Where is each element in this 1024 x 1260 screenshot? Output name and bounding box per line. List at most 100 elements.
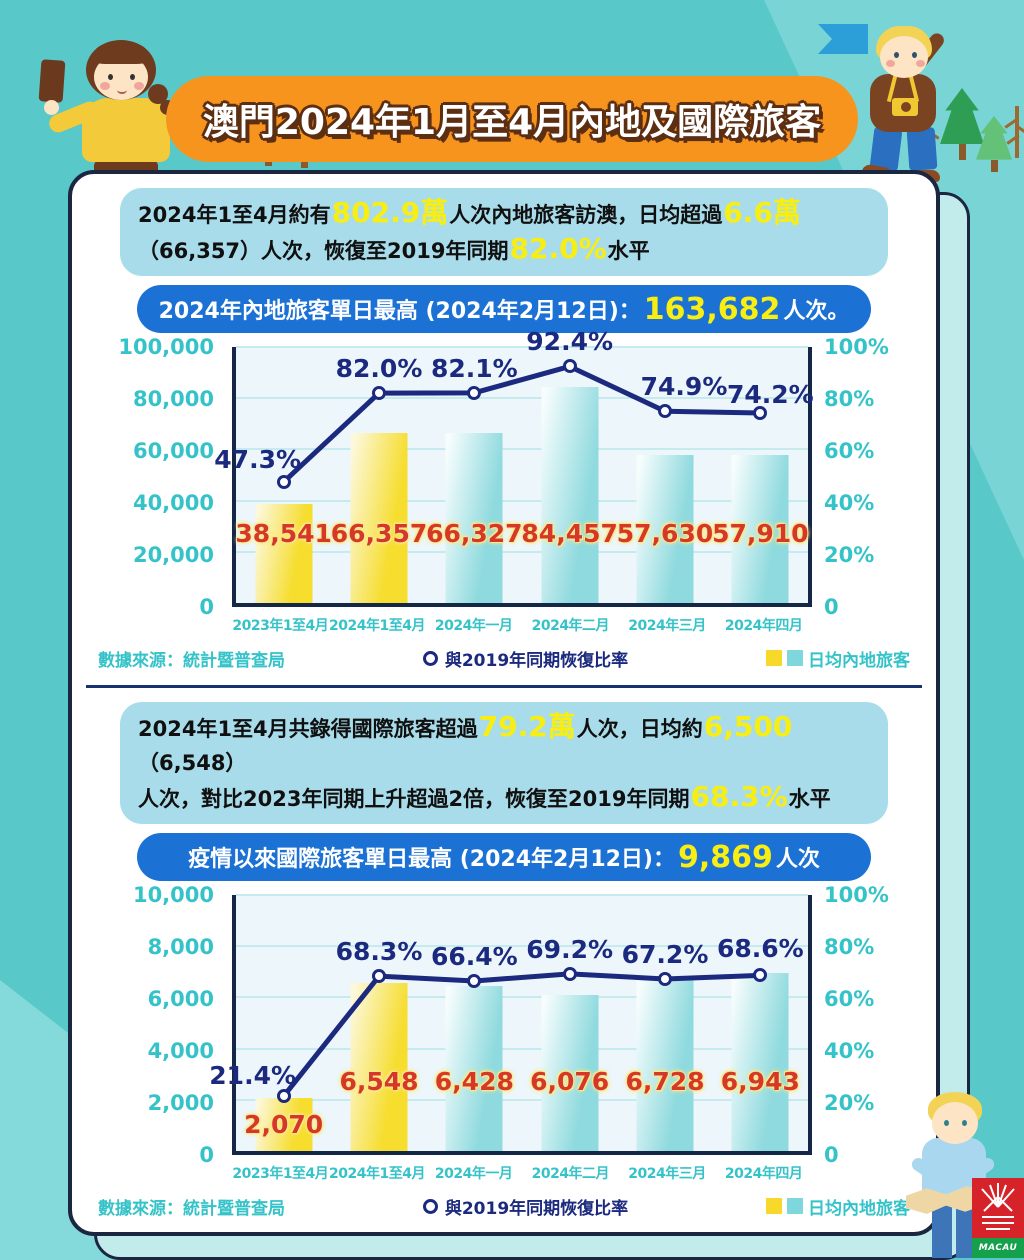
highlighted-value: 163,682 — [643, 291, 781, 327]
reader-eye — [944, 1120, 949, 1126]
grid-line — [236, 550, 808, 553]
recovery-rate-line — [236, 347, 808, 603]
girl-sweater — [82, 98, 170, 162]
highlighted-value: 79.2萬 — [478, 710, 576, 743]
page-title: 澳門2024年1月至4月內地及國際旅客 — [202, 102, 822, 143]
grid-line — [236, 996, 808, 999]
x-axis: 2023年1至4月 2024年1至4月 2024年一月 2024年二月 2024年三月 2… — [232, 615, 812, 637]
bar-value-label: 2,070 — [244, 1110, 324, 1139]
highlighted-value: 802.9萬 — [331, 196, 449, 229]
bar-value-label: 6,428 — [434, 1067, 514, 1096]
boy-face — [880, 36, 928, 78]
yellow-swatch-icon — [765, 650, 782, 666]
y2-tick-label: 40% — [824, 1039, 875, 1063]
line-point-label: 67.2% — [621, 939, 709, 969]
grid-line — [236, 448, 808, 451]
y-tick-label: 100,000 — [118, 335, 214, 359]
macau-tourism-logo: MACAU — [972, 1178, 1024, 1258]
highlighted-value: 68.3% — [690, 780, 788, 813]
grid-line — [236, 945, 808, 948]
y-tick-label: 60,000 — [132, 439, 214, 463]
grid-line — [236, 499, 808, 502]
y2-tick-label: 80% — [824, 935, 875, 959]
phone-icon — [38, 59, 66, 103]
y-tick-label: 2,000 — [147, 1091, 214, 1115]
line-point-marker — [658, 971, 672, 986]
bar — [731, 454, 789, 603]
line-marker-icon — [422, 650, 438, 666]
text-segment: （66,357）人次，恢復至2019年同期 — [138, 239, 509, 263]
bar-value-label: 66,357 — [330, 519, 428, 548]
teal-swatch-icon — [786, 650, 803, 666]
bar-legend: 日均內地旅客 — [765, 646, 910, 671]
mainland-visitors-chart: 100,000 80,000 60,000 40,000 20,000 0 38,541 66… — [72, 327, 936, 643]
tree — [1004, 106, 1024, 158]
y2-tick-label: 40% — [824, 491, 875, 515]
line-point-label: 68.6% — [716, 934, 804, 964]
bar-value-label: 57,910 — [712, 519, 809, 548]
mainland-chart-footer: 數據來源：統計暨普查局 與2019年同期恢復比率 日均內地旅客 — [98, 643, 910, 673]
line-legend-label: 與2019年同期恢復比率 — [444, 650, 629, 671]
data-source-label: 數據來源：統計暨普查局 — [98, 650, 285, 671]
highlighted-value: 9,869 — [678, 839, 773, 875]
boy-eye — [894, 52, 899, 58]
line-point-marker — [562, 966, 577, 981]
line-point-label: 74.2% — [726, 380, 814, 410]
text-segment: 2024年1至4月共錄得國際旅客超過 — [138, 717, 478, 741]
international-visitors-chart: 10,000 8,000 6,000 4,000 2,000 0 2,070 6,548 6,4… — [72, 883, 936, 1191]
boy-leg — [906, 127, 938, 171]
highlighted-value: 6,500 — [703, 710, 793, 743]
line-point-marker — [753, 406, 768, 421]
y-tick-label: 8,000 — [147, 935, 214, 959]
line-point-marker — [467, 385, 482, 400]
bar — [350, 433, 408, 603]
title-banner: 澳門2024年1月至4月內地及國際旅客 — [166, 76, 858, 162]
international-section: 2024年1至4月共錄得國際旅客超過79.2萬人次，日均約6,500 （6,548… — [72, 702, 936, 1221]
bar — [636, 455, 694, 603]
y-axis-right: 100% 80% 60% 40% 20% 0 — [824, 883, 932, 1167]
plot-area: 2,070 6,548 6,428 6,076 6,728 6,943 21.4% 68.3%… — [209, 894, 812, 1155]
girl-illustration — [38, 38, 178, 188]
recovery-rate-line — [236, 895, 808, 1151]
x-axis: 2023年1至4月 2024年1至4月 2024年一月 2024年二月 2024年三月 2… — [232, 1163, 812, 1185]
y-tick-label: 40,000 — [132, 491, 214, 515]
x-tick-label: 2024年1至4月 — [329, 1166, 425, 1182]
y-tick-label: 0 — [199, 1143, 214, 1167]
line-point-marker — [276, 1089, 291, 1104]
boy-eye — [912, 52, 917, 58]
yellow-swatch-icon — [765, 1198, 782, 1214]
y2-tick-label: 100% — [824, 335, 889, 359]
mainland-record-pill: 2024年內地旅客單日最高 (2024年2月12日)： 163,682 人次。 — [137, 285, 871, 333]
section-divider — [86, 685, 922, 688]
x-tick-label: 2023年1至4月 — [232, 618, 329, 634]
text-segment: 水平 — [788, 787, 831, 811]
y-axis-left: 100,000 80,000 60,000 40,000 20,000 0 — [72, 335, 222, 619]
text-segment: 人次，對比2023年同期上升超過2倍，恢復至2019年同期 — [138, 787, 690, 811]
line-point-marker — [276, 474, 291, 489]
girl-hand — [44, 100, 59, 115]
line-legend: 與2019年同期恢復比率 — [422, 1194, 628, 1219]
line-point-marker — [658, 404, 672, 419]
bar — [731, 973, 789, 1151]
bar-value-label: 38,541 — [235, 519, 332, 548]
line-point-marker — [753, 968, 768, 983]
international-record-pill: 疫情以來國際旅客單日最高 (2024年2月12日)： 9,869 人次 — [137, 833, 871, 881]
y-tick-label: 80,000 — [132, 387, 214, 411]
line-legend: 與2019年同期恢復比率 — [422, 646, 629, 671]
line-point-label: 69.2% — [526, 934, 614, 964]
bar-legend-label: 日均內地旅客 — [807, 1198, 910, 1219]
y-tick-label: 4,000 — [147, 1039, 214, 1063]
bar-value-label: 6,728 — [625, 1067, 705, 1096]
line-point-marker — [562, 359, 577, 374]
y-tick-label: 10,000 — [132, 883, 214, 907]
data-source-label: 數據來源：統計暨普查局 — [98, 1198, 285, 1219]
girl-eye — [108, 74, 113, 80]
girl-cheek — [134, 82, 144, 90]
x-tick-label: 2024年二月 — [531, 1166, 610, 1182]
bar — [636, 978, 694, 1151]
x-tick-label: 2024年四月 — [724, 618, 803, 634]
bar-value-label: 6,076 — [530, 1067, 610, 1096]
x-tick-label: 2024年一月 — [434, 618, 513, 634]
tree — [940, 88, 984, 160]
bar-value-label: 57,630 — [616, 519, 714, 548]
